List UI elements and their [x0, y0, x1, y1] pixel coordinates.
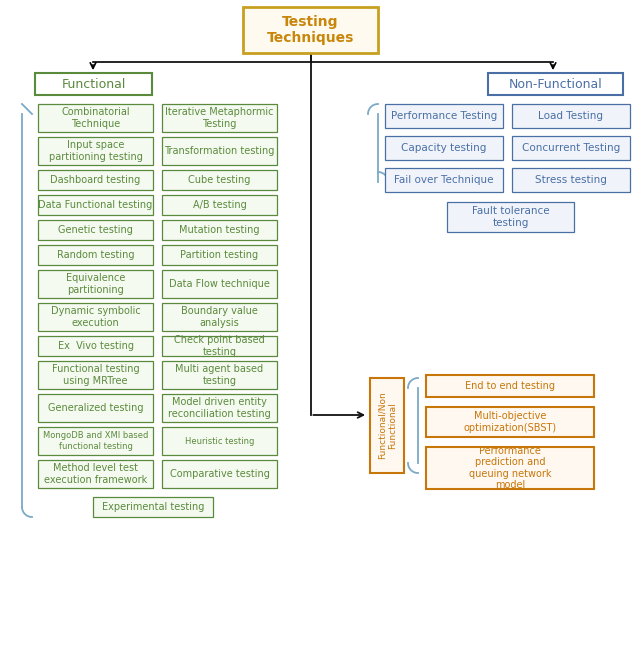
Text: Performance
prediction and
queuing network
model: Performance prediction and queuing netwo… [468, 446, 551, 491]
Text: Multi-objective
optimization(SBST): Multi-objective optimization(SBST) [463, 411, 557, 433]
FancyBboxPatch shape [385, 104, 503, 128]
Text: Heuristic testing: Heuristic testing [185, 436, 254, 446]
FancyBboxPatch shape [447, 202, 574, 232]
Text: Concurrent Testing: Concurrent Testing [522, 143, 620, 153]
FancyBboxPatch shape [162, 303, 277, 331]
FancyBboxPatch shape [162, 170, 277, 190]
Text: Dashboard testing: Dashboard testing [51, 175, 141, 185]
FancyBboxPatch shape [426, 447, 594, 489]
FancyBboxPatch shape [38, 427, 153, 455]
Text: Multi agent based
testing: Multi agent based testing [175, 364, 264, 386]
Text: Mutation testing: Mutation testing [179, 225, 260, 235]
Text: Random testing: Random testing [57, 250, 134, 260]
FancyBboxPatch shape [38, 245, 153, 265]
FancyBboxPatch shape [385, 136, 503, 160]
Text: Check point based
testing: Check point based testing [174, 335, 265, 357]
FancyBboxPatch shape [162, 220, 277, 240]
Text: Functional: Functional [61, 78, 125, 91]
FancyBboxPatch shape [38, 220, 153, 240]
Text: Partition testing: Partition testing [180, 250, 259, 260]
FancyBboxPatch shape [512, 104, 630, 128]
FancyBboxPatch shape [38, 137, 153, 165]
Text: Experimental testing: Experimental testing [102, 502, 204, 512]
Text: Equivalence
partitioning: Equivalence partitioning [66, 273, 125, 295]
FancyBboxPatch shape [38, 303, 153, 331]
FancyBboxPatch shape [488, 73, 623, 95]
Text: Stress testing: Stress testing [535, 175, 607, 185]
FancyBboxPatch shape [162, 336, 277, 356]
Text: Ex  Vivo testing: Ex Vivo testing [58, 341, 134, 351]
FancyBboxPatch shape [162, 270, 277, 298]
FancyBboxPatch shape [38, 195, 153, 215]
Text: Model driven entity
reconciliation testing: Model driven entity reconciliation testi… [168, 397, 271, 419]
FancyBboxPatch shape [162, 394, 277, 422]
FancyBboxPatch shape [38, 361, 153, 389]
FancyBboxPatch shape [38, 270, 153, 298]
FancyBboxPatch shape [370, 378, 404, 473]
FancyBboxPatch shape [162, 104, 277, 132]
Text: Data Functional testing: Data Functional testing [38, 200, 152, 210]
FancyBboxPatch shape [162, 195, 277, 215]
Text: Generalized testing: Generalized testing [48, 403, 143, 413]
Text: Dynamic symbolic
execution: Dynamic symbolic execution [51, 306, 140, 328]
Text: Functional testing
using MRTree: Functional testing using MRTree [52, 364, 140, 386]
FancyBboxPatch shape [385, 168, 503, 192]
Text: Capacity testing: Capacity testing [401, 143, 486, 153]
FancyBboxPatch shape [38, 104, 153, 132]
FancyBboxPatch shape [38, 170, 153, 190]
Text: Iterative Metaphormic
Testing: Iterative Metaphormic Testing [165, 107, 274, 129]
FancyBboxPatch shape [162, 361, 277, 389]
Text: MongoDB and XMI based
functional testing: MongoDB and XMI based functional testing [43, 432, 148, 451]
Text: Data Flow technique: Data Flow technique [169, 279, 270, 289]
Text: Non-Functional: Non-Functional [509, 78, 602, 91]
FancyBboxPatch shape [162, 137, 277, 165]
FancyBboxPatch shape [162, 427, 277, 455]
FancyBboxPatch shape [38, 394, 153, 422]
FancyBboxPatch shape [243, 7, 378, 53]
Text: Input space
partitioning testing: Input space partitioning testing [49, 140, 143, 162]
Text: A/B testing: A/B testing [193, 200, 246, 210]
Text: Genetic testing: Genetic testing [58, 225, 133, 235]
Text: Testing
Techniques: Testing Techniques [267, 15, 354, 45]
Text: Comparative testing: Comparative testing [170, 469, 269, 479]
Text: Transformation testing: Transformation testing [164, 146, 275, 156]
Text: Method level test
execution framework: Method level test execution framework [44, 463, 147, 485]
Text: Boundary value
analysis: Boundary value analysis [181, 306, 258, 328]
Text: Functional/Non
Functional: Functional/Non Functional [378, 392, 397, 459]
FancyBboxPatch shape [35, 73, 152, 95]
FancyBboxPatch shape [162, 245, 277, 265]
Text: Combinatorial
Technique: Combinatorial Technique [61, 107, 130, 129]
FancyBboxPatch shape [512, 136, 630, 160]
FancyBboxPatch shape [426, 407, 594, 437]
Text: End to end testing: End to end testing [465, 381, 555, 391]
Text: Fault tolerance
testing: Fault tolerance testing [472, 206, 549, 228]
FancyBboxPatch shape [426, 375, 594, 397]
Text: Performance Testing: Performance Testing [391, 111, 497, 121]
Text: Load Testing: Load Testing [538, 111, 604, 121]
FancyBboxPatch shape [93, 497, 213, 517]
Text: Cube testing: Cube testing [188, 175, 251, 185]
Text: Fail over Technique: Fail over Technique [394, 175, 493, 185]
FancyBboxPatch shape [512, 168, 630, 192]
FancyBboxPatch shape [38, 336, 153, 356]
FancyBboxPatch shape [162, 460, 277, 488]
FancyBboxPatch shape [38, 460, 153, 488]
